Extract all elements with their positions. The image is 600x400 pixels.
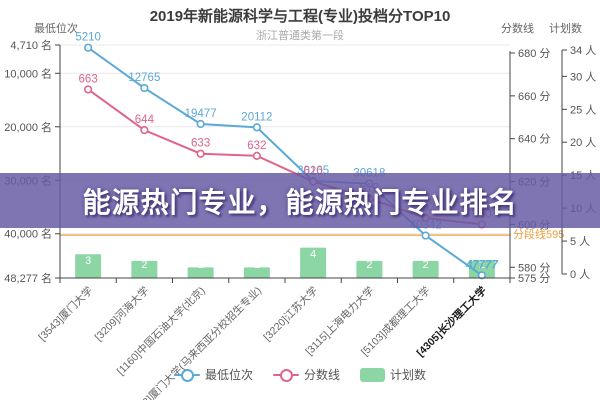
rank-tick-label: 10,000 名 [4,66,52,80]
data-point [477,271,486,280]
rank-tick-label: 48,277 名 [4,271,52,285]
rank-tick-label: 4,710 名 [10,38,52,52]
plan-bar [412,260,439,278]
rank-tick-label: 20,000 名 [4,120,52,134]
plan-bar [187,267,214,278]
chart-subtitle: 浙江普通类第一段 [256,30,344,42]
data-point [252,151,261,160]
plan-bar [75,254,102,278]
point-value-label: 12765 [128,72,160,84]
rank-axis-title: 最低位次 [34,23,78,35]
bar-value-label: 1 [198,259,204,271]
score-tick-label: 640 分 [518,133,550,146]
overlay-banner-text: 能源热门专业，能源热门专业排名 [82,186,518,218]
line-series-rank: 521012765194772011230165306184034247777 [75,32,499,280]
category-label: [3209]河海大学 [92,284,152,344]
point-value-label: 20112 [241,111,272,123]
plan-bar [243,267,270,278]
data-point [196,149,205,158]
bar-value-label: 2 [366,259,372,271]
data-point [84,85,93,94]
data-point [252,123,261,132]
score-tick-label: 580 分 [518,261,550,274]
legend-label: 分数线 [303,368,340,382]
legend-label: 计划数 [390,368,427,382]
point-value-label: 644 [135,114,155,126]
point-value-label: 663 [79,73,98,85]
axes [59,45,563,283]
point-value-label: 47777 [465,259,499,271]
point-value-label: 632 [247,140,266,152]
score-axis-title: 分数线 [501,23,534,35]
legend-label: 最低位次 [204,368,253,382]
point-value-label: 633 [191,138,210,150]
data-point [196,119,205,129]
data-point [140,83,149,93]
bar-marker-icon [360,367,385,382]
plan-tick-label: 34 人 [570,44,596,57]
plan-bar [300,247,327,278]
plan-tick-label: 25 人 [570,103,596,116]
plan-tick-label: 30 人 [570,70,596,83]
plan-tick-label: 20 人 [570,136,596,149]
overlay-banner-background [0,173,600,228]
bar-value-label: 4 [310,249,316,261]
reference-line: 分段线595 [60,227,564,241]
line-marker-icon [272,368,299,382]
bar-value-label: 2 [423,259,429,271]
plan-bar [356,260,383,278]
bar-value-label: 3 [85,255,91,267]
legend-item-score[interactable]: 分数线 [272,366,340,383]
rank-tick-label: 40,000 名 [4,227,52,241]
score-tick-label: 660 分 [518,90,550,103]
category-label: [3220]江苏大学 [261,284,321,344]
score-tick-label: 680 分 [518,47,550,60]
plan-bar [468,260,495,278]
bar-value-label: 1 [254,259,260,271]
plan-bar [131,260,158,278]
reference-line-label: 分段线595 [513,227,564,241]
score-tick-label: 575 分 [518,272,550,285]
plan-tick-label: 0 人 [570,268,590,281]
line-marker-icon [173,368,200,382]
bar-series: 3 2 1 1 4 2 2 2 [75,247,495,278]
point-value-label: 19477 [185,108,217,120]
chart-title: 2019年新能源科学与工程(专业)投档分TOP10 [149,8,451,25]
bar-value-label: 2 [479,259,485,271]
plan-axis-title: 计划数 [549,23,582,35]
category-label: [3543]厦门大学 [36,284,96,344]
legend-item-plan[interactable]: 计划数 [360,366,426,383]
point-value-label: 5210 [75,32,101,44]
data-point [84,43,93,52]
legend-item-rank[interactable]: 最低位次 [173,366,253,383]
overlay-banner: 能源热门专业，能源热门专业排名 [0,173,600,228]
bar-value-label: 2 [141,259,147,271]
plan-tick-label: 5 人 [570,235,590,248]
category-label: [1160]中国石油大学(北京) [114,284,208,378]
legend: 最低位次 分数线 计划数 [0,366,600,383]
data-point [140,126,149,135]
data-point [421,231,430,240]
